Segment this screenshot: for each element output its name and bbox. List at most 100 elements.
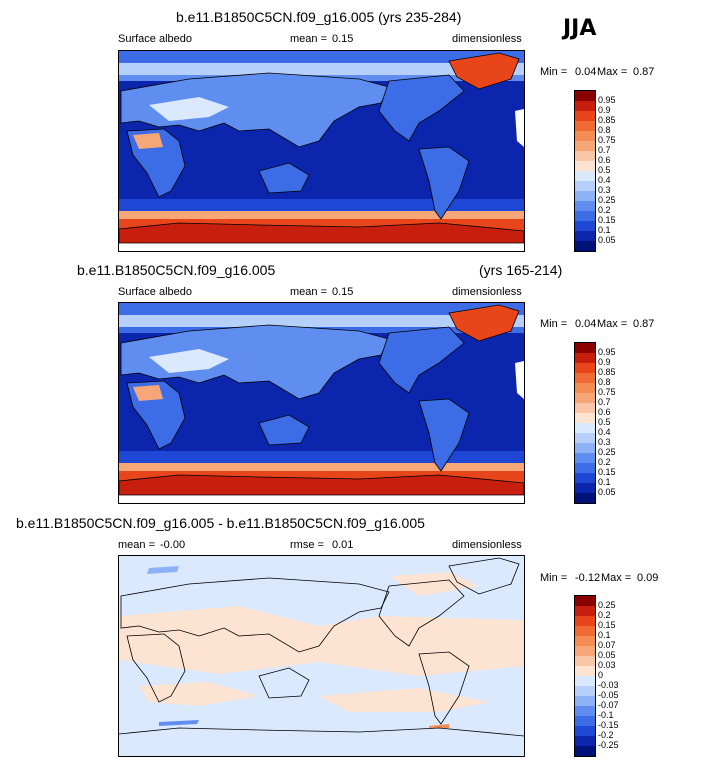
colorbar-segment [575,606,595,616]
colorbar-level-label: 0.85 [598,115,616,125]
colorbar-level-label: 0.2 [598,610,611,620]
panel2-mean-label: mean = [290,286,327,298]
panel3-units: dimensionless [452,539,522,551]
colorbar-level-label: 0.4 [598,427,611,437]
colorbar-segment [575,343,595,353]
colorbar-segment [575,403,595,413]
colorbar-level-label: 0.75 [598,135,616,145]
colorbar-level-label: 0 [598,670,604,680]
panel3-min-value: -0.12 [575,572,601,584]
panel2-variable: Surface albedo [118,286,192,298]
colorbar-segment [575,463,595,473]
panel1-min-label: Min = [540,66,568,78]
colorbar-level-label: -0.03 [598,680,619,690]
colorbar-level-label: 0.6 [598,155,611,165]
colorbar-level-label: 0.03 [598,660,616,670]
colorbar-level-label: 0.1 [598,630,611,640]
panel3-difference-map [118,555,525,757]
colorbar-segment [575,493,595,503]
colorbar-level-label: 0.95 [598,347,616,357]
colorbar-level-label: 0.05 [598,650,616,660]
colorbar-segment [575,201,595,211]
colorbar-level-label: 0.8 [598,377,611,387]
colorbar-level-label: 0.1 [598,477,611,487]
panel1-min-value: 0.04 [575,66,597,78]
panel2-title-years: (yrs 165-214) [479,262,563,278]
panel2-max-value: 0.87 [633,318,655,330]
colorbar-level-label: 0.5 [598,165,611,175]
colorbar-segment [575,161,595,171]
colorbar-segment [575,151,595,161]
colorbar-segment [575,736,595,746]
panel1-mean-value: 0.15 [332,33,354,45]
colorbar-level-label: 0.9 [598,105,611,115]
colorbar-segment [575,596,595,606]
panel1-colorbar [574,90,596,252]
colorbar-level-label: 0.2 [598,205,611,215]
colorbar-segment [575,383,595,393]
colorbar-segment [575,706,595,716]
colorbar-segment [575,716,595,726]
colorbar-level-label: 0.95 [598,95,616,105]
panel2-min-label: Min = [540,318,568,330]
colorbar-level-label: 0.05 [598,235,616,245]
colorbar-level-label: 0.5 [598,417,611,427]
colorbar-segment [575,626,595,636]
colorbar-level-label: 0.25 [598,447,616,457]
colorbar-segment [575,453,595,463]
colorbar-segment [575,696,595,706]
colorbar-segment [575,686,595,696]
colorbar-level-label: 0.25 [598,195,616,205]
colorbar-level-label: 0.85 [598,367,616,377]
colorbar-level-label: 0.75 [598,387,616,397]
colorbar-segment [575,433,595,443]
colorbar-segment [575,363,595,373]
panel2-title: b.e11.B1850C5CN.f09_g16.005 [77,262,276,278]
colorbar-level-label: 0.15 [598,215,616,225]
panel1-units: dimensionless [452,33,522,45]
colorbar-level-label: -0.2 [598,730,614,740]
colorbar-segment [575,646,595,656]
colorbar-segment [575,616,595,626]
colorbar-segment [575,353,595,363]
panel3-rmse-value: 0.01 [332,539,354,551]
panel3-mean-value: -0.00 [160,539,186,551]
panel3-max-value: 0.09 [637,572,659,584]
colorbar-level-label: 0.1 [598,225,611,235]
colorbar-level-label: 0.15 [598,467,616,477]
colorbar-segment [575,483,595,493]
colorbar-segment [575,241,595,251]
colorbar-segment [575,726,595,736]
panel1-variable: Surface albedo [118,33,192,45]
colorbar-segment [575,211,595,221]
colorbar-segment [575,221,595,231]
colorbar-segment [575,423,595,433]
panel2-mean-value: 0.15 [332,286,354,298]
panel3-max-label: Max = [601,572,632,584]
panel3-colorbar [574,595,596,757]
panel2-colorbar [574,342,596,504]
colorbar-level-label: 0.7 [598,145,611,155]
colorbar-level-label: 0.15 [598,620,616,630]
colorbar-level-label: 0.3 [598,185,611,195]
panel1-title: b.e11.B1850C5CN.f09_g16.005 (yrs 235-284… [176,9,462,25]
colorbar-segment [575,373,595,383]
colorbar-segment [575,636,595,646]
colorbar-level-label: -0.25 [598,740,619,750]
colorbar-level-label: 0.07 [598,640,616,650]
colorbar-segment [575,171,595,181]
colorbar-level-label: 0.9 [598,357,611,367]
colorbar-segment [575,393,595,403]
colorbar-segment [575,746,595,756]
panel1-max-label: Max = [597,66,628,78]
colorbar-segment [575,131,595,141]
colorbar-level-label: 0.05 [598,487,616,497]
colorbar-segment [575,231,595,241]
colorbar-level-label: -0.15 [598,720,619,730]
colorbar-level-label: -0.1 [598,710,614,720]
colorbar-segment [575,91,595,101]
panel3-min-label: Min = [540,572,568,584]
colorbar-level-label: 0.25 [598,600,616,610]
panel1-albedo-map [118,50,525,252]
colorbar-level-label: 0.4 [598,175,611,185]
